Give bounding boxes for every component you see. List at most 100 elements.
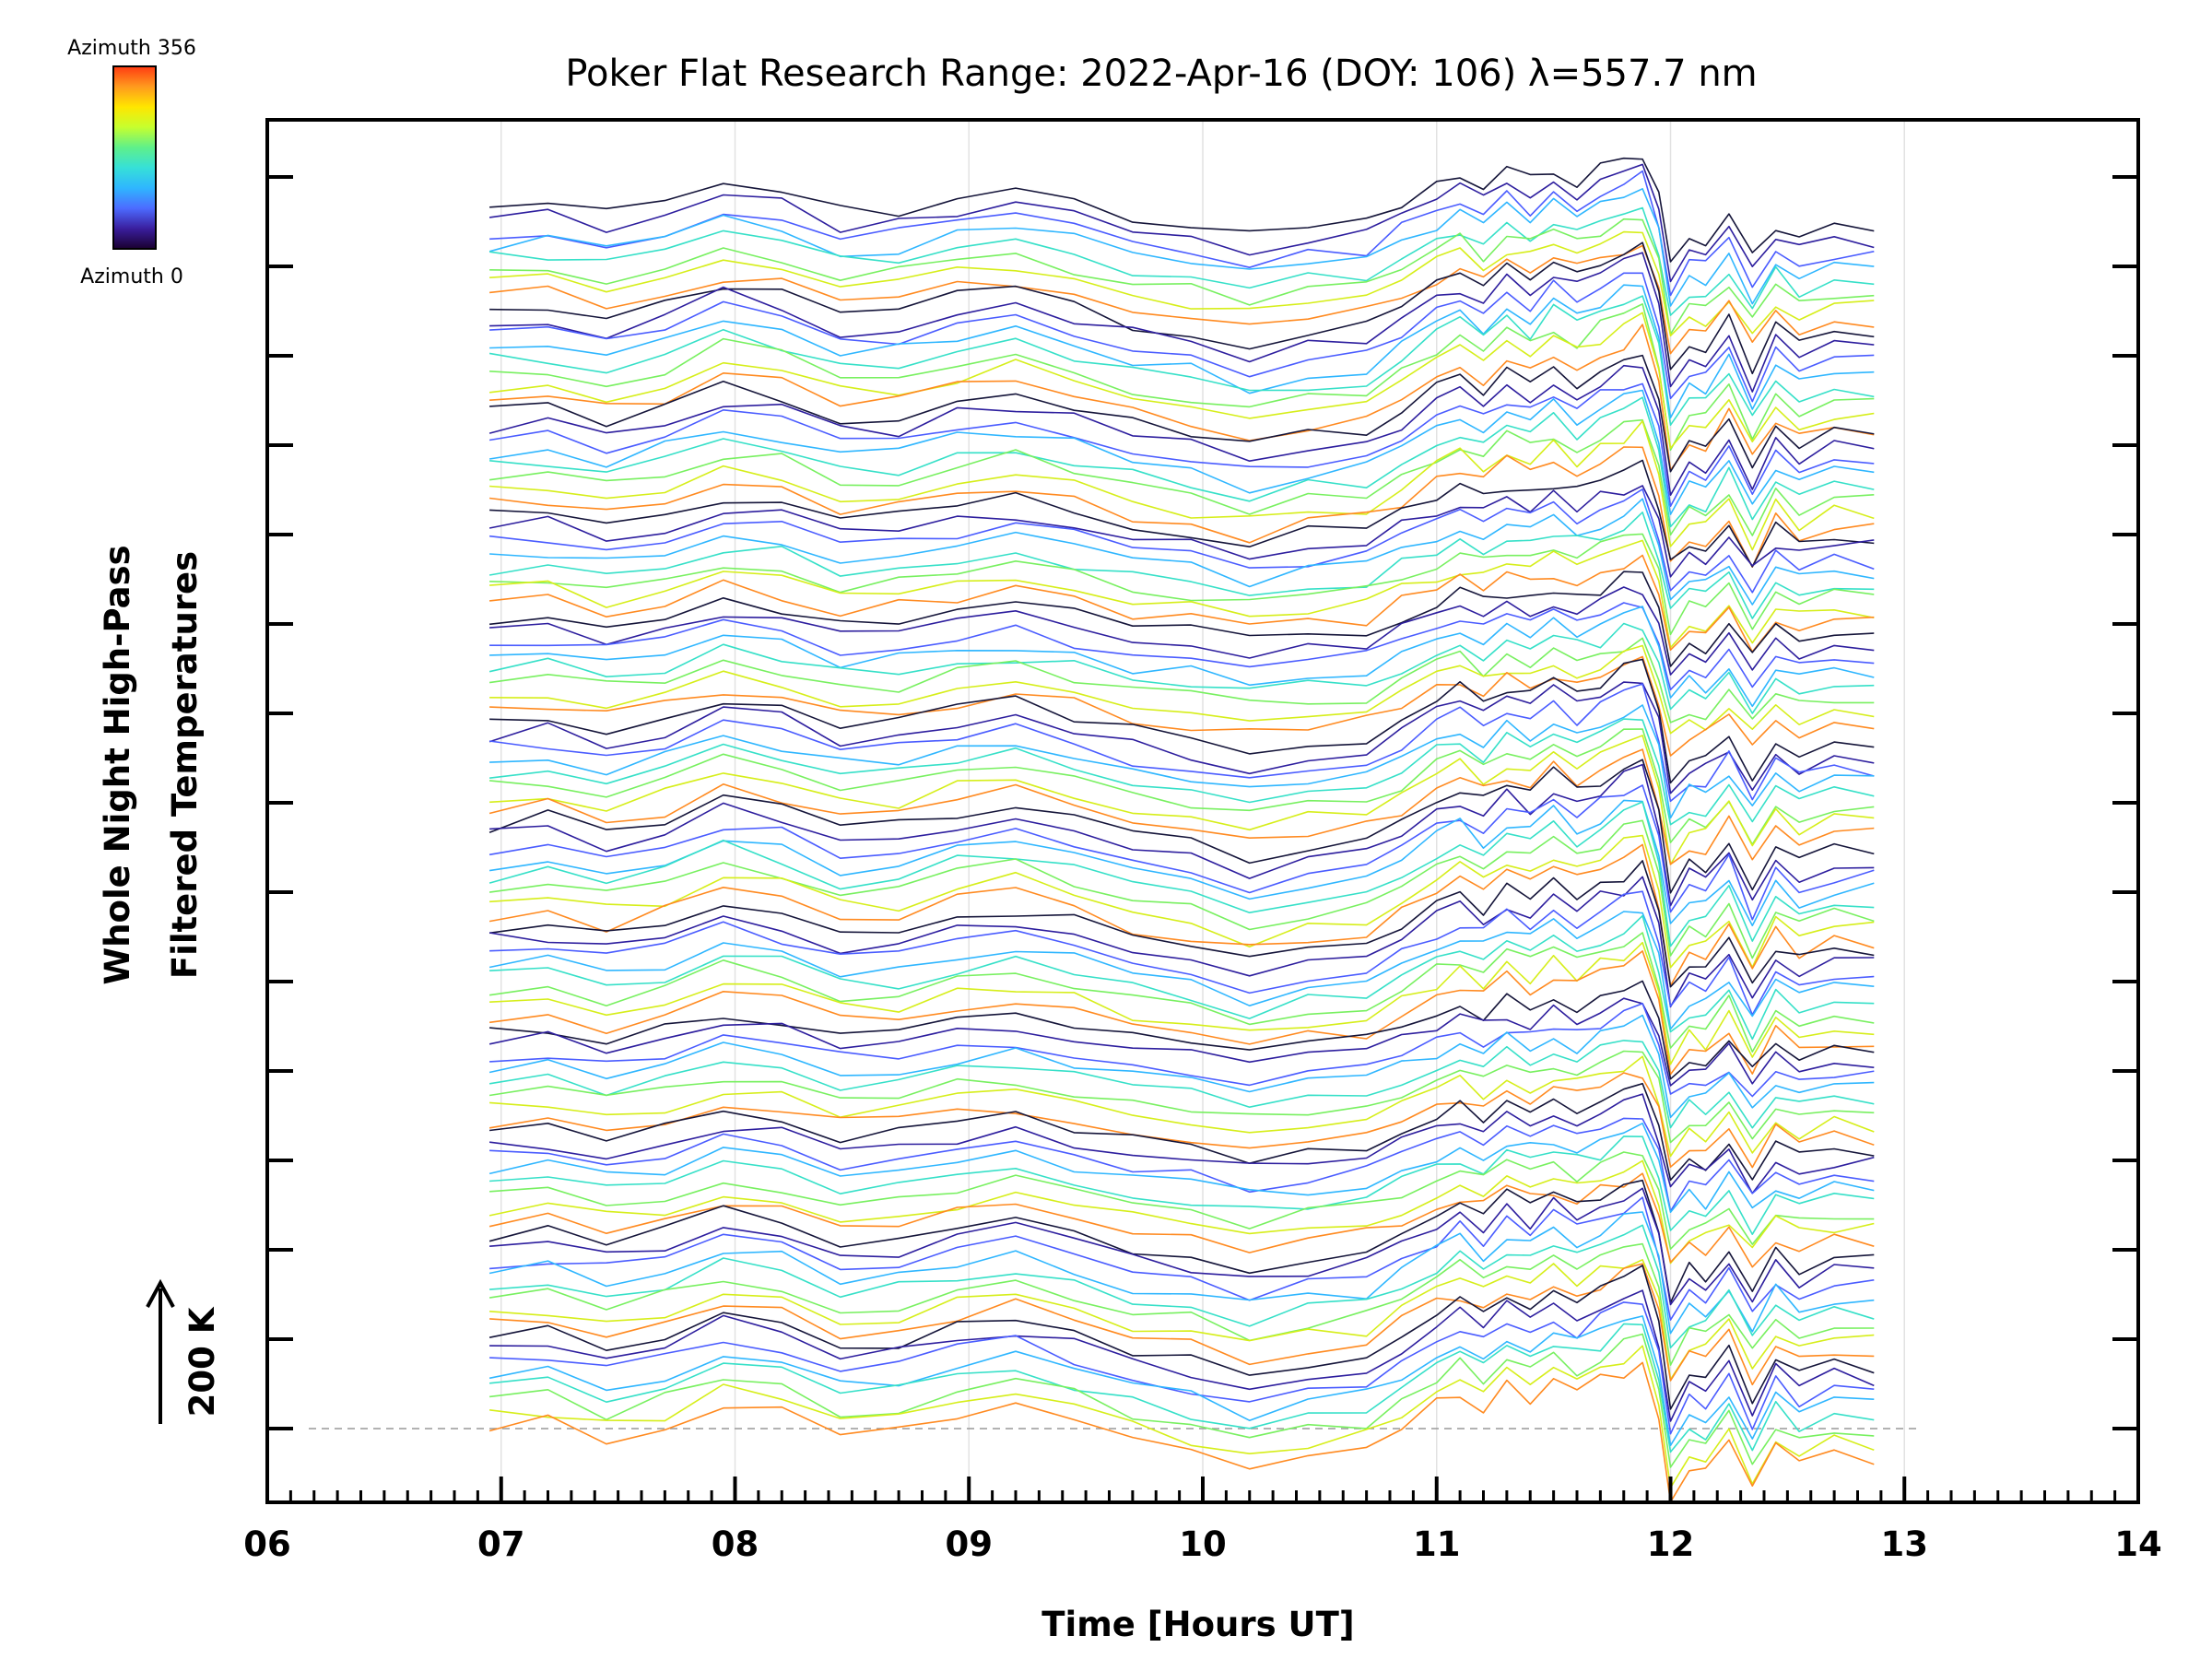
trace-7-7: [488, 950, 1875, 1076]
y-axis-label-line-1: Whole Night High-Pass: [98, 545, 137, 984]
trace-5-0: [489, 658, 1875, 784]
trace-8-5: [488, 1050, 1875, 1144]
trace-11-0: [488, 1265, 1875, 1410]
trace-9-7: [488, 1172, 1875, 1268]
trace-10-2: [489, 1196, 1875, 1321]
x-tick-label-12: 12: [1647, 1524, 1695, 1564]
trace-2-0: [489, 354, 1875, 473]
trace-5-2: [488, 683, 1875, 803]
trace-1-1: [489, 252, 1875, 393]
trace-9-1: [489, 1093, 1875, 1194]
trace-3-3: [489, 498, 1875, 606]
trace-6-3: [488, 799, 1875, 926]
trace-4-0: [489, 571, 1875, 667]
x-tick-label-06: 06: [243, 1524, 291, 1564]
trace-9-3: [488, 1123, 1875, 1213]
trace-9-5: [489, 1151, 1875, 1250]
trace-1-2: [489, 272, 1875, 403]
trace-3-0: [489, 459, 1875, 568]
trace-10-7: [489, 1263, 1875, 1386]
colorbar: Azimuth 356 Azimuth 0: [67, 37, 196, 288]
trace-2-2: [488, 382, 1875, 507]
trace-0-0: [489, 157, 1875, 263]
trace-10-0: [488, 1179, 1875, 1304]
trace-3-2: [489, 488, 1875, 594]
trace-5-5: [489, 728, 1875, 845]
x-tick-label-09: 09: [946, 1524, 994, 1564]
colorbar-bottom-label: Azimuth 0: [80, 265, 183, 288]
trace-11-4: [489, 1323, 1875, 1453]
trace-4-7: [489, 655, 1875, 757]
colorbar-top-label: Azimuth 356: [67, 37, 196, 60]
trace-2-3: [488, 389, 1875, 515]
trace-3-4: [488, 512, 1875, 619]
trace-9-6: [488, 1159, 1875, 1265]
trace-4-4: [488, 622, 1875, 714]
trace-5-7: [488, 748, 1875, 865]
trace-9-4: [489, 1135, 1875, 1235]
trace-2-5: [488, 418, 1875, 536]
trace-5-6: [489, 735, 1875, 865]
trace-8-4: [488, 1040, 1875, 1129]
trace-11-1: [489, 1289, 1875, 1422]
trace-5-4: [489, 718, 1875, 826]
trace-10-6: [489, 1259, 1875, 1381]
trace-6-6: [489, 834, 1875, 969]
temperature-traces: [488, 157, 1875, 1503]
trace-1-6: [489, 312, 1875, 449]
trace-6-7: [488, 843, 1875, 987]
trace-6-1: [489, 763, 1875, 907]
trace-7-5: [488, 932, 1875, 1053]
trace-11-7: [488, 1361, 1875, 1503]
trace-10-5: [488, 1242, 1875, 1366]
trace-9-2: [489, 1117, 1875, 1212]
x-tick-labels: 06 07 08 09 10 11 12 13 14: [243, 1524, 2162, 1564]
trace-3-1: [488, 485, 1875, 578]
x-tick-label-14: 14: [2114, 1524, 2162, 1564]
trace-1-7: [489, 324, 1875, 471]
trace-8-7: [488, 1072, 1875, 1169]
trace-6-0: [488, 759, 1875, 894]
trace-7-3: [488, 911, 1875, 1030]
trace-0-2: [489, 170, 1875, 297]
y-axis-label-line-2: Filtered Temperatures: [165, 551, 205, 979]
trace-1-4: [488, 295, 1875, 426]
axis-ticks: [265, 175, 2140, 1502]
colorbar-gradient: [112, 65, 157, 250]
trace-11-5: [489, 1333, 1875, 1468]
trace-1-3: [489, 284, 1875, 419]
scale-bar: 200 K: [146, 1278, 222, 1424]
trace-2-1: [488, 364, 1875, 496]
trace-8-3: [488, 1014, 1875, 1119]
trace-11-2: [489, 1301, 1875, 1435]
trace-5-1: [488, 681, 1875, 794]
trace-0-4: [488, 206, 1875, 316]
trace-3-7: [489, 554, 1875, 653]
trace-2-6: [489, 420, 1875, 551]
trace-4-2: [489, 602, 1875, 691]
x-tick-label-07: 07: [477, 1524, 525, 1564]
trace-2-7: [489, 446, 1875, 568]
scale-bar-label: 200 K: [182, 1306, 222, 1417]
chart-title: Poker Flat Research Range: 2022-Apr-16 (…: [565, 53, 1757, 95]
trace-6-2: [488, 784, 1875, 921]
trace-7-6: [489, 941, 1875, 1065]
trace-0-1: [488, 163, 1875, 283]
trace-7-0: [488, 860, 1875, 988]
trace-6-4: [488, 801, 1875, 947]
trace-1-5: [489, 303, 1875, 452]
x-tick-label-13: 13: [1881, 1524, 1929, 1564]
trace-0-6: [489, 230, 1875, 337]
trace-0-5: [489, 218, 1875, 335]
trace-10-3: [488, 1211, 1875, 1335]
trace-4-5: [488, 637, 1875, 724]
trace-8-2: [489, 1003, 1875, 1098]
trace-7-4: [489, 914, 1875, 1041]
trace-11-6: [489, 1345, 1875, 1488]
trace-8-1: [488, 997, 1875, 1087]
trace-11-3: [488, 1315, 1875, 1447]
trace-10-4: [489, 1224, 1875, 1349]
trace-10-1: [489, 1187, 1875, 1306]
trace-3-5: [489, 533, 1875, 636]
